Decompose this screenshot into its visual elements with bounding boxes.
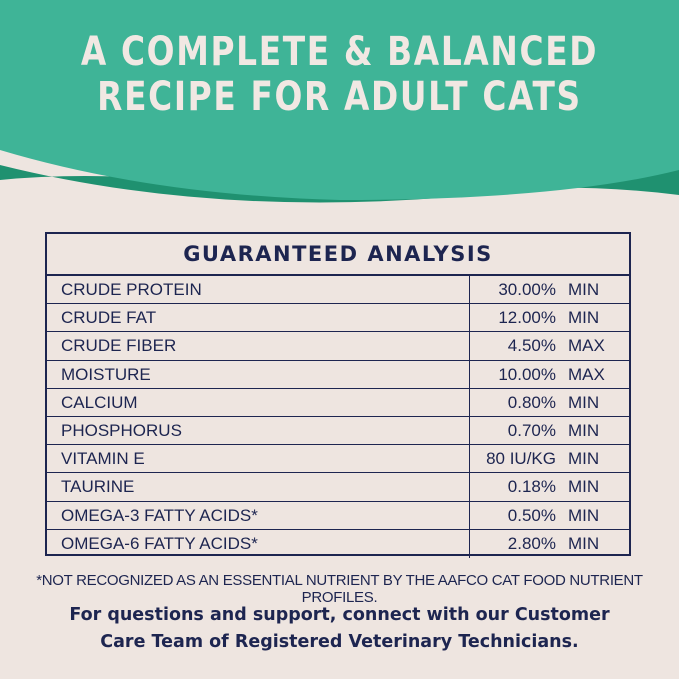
nutrient-name: TAURINE [47, 473, 470, 501]
table-row: MOISTURE 10.00% MAX [47, 360, 629, 389]
support-line-1: For questions and support, connect with … [69, 605, 610, 625]
table-row: CALCIUM 0.80% MIN [47, 388, 629, 417]
nutrient-value: 0.70% [507, 420, 556, 440]
nutrient-name: MOISTURE [47, 360, 470, 388]
nutrient-value: 0.18% [507, 477, 556, 497]
nutrient-unit: MIN [568, 280, 600, 299]
nutrient-unit: MIN [568, 449, 600, 469]
nutrient-name: CRUDE FIBER [47, 332, 470, 360]
footnote: *NOT RECOGNIZED AS AN ESSENTIAL NUTRIENT… [36, 572, 643, 606]
nutrient-name: CRUDE FAT [47, 304, 470, 332]
headline-line-1: A COMPLETE & BALANCED [80, 29, 599, 75]
table-row: CRUDE PROTEIN 30.00% MIN [47, 276, 629, 305]
nutrient-name: OMEGA-3 FATTY ACIDS* [47, 501, 470, 529]
nutrient-value: 12.00% [498, 308, 556, 328]
table-row: PHOSPHORUS 0.70% MIN [47, 416, 629, 446]
table-row: OMEGA-3 FATTY ACIDS* 0.50% MIN [47, 501, 629, 530]
nutrient-name: VITAMIN E [47, 445, 470, 473]
guaranteed-analysis-table: GUARANTEED ANALYSIS CRUDE PROTEIN 30.00% M… [45, 232, 631, 558]
table-row: CRUDE FAT 12.00% MIN [47, 304, 629, 333]
support-text: For questions and support, connect with … [0, 602, 679, 656]
table-row: TAURINE 0.18% MIN [47, 473, 629, 502]
nutrient-unit: MIN [568, 477, 600, 497]
nutrient-name: CALCIUM [47, 388, 470, 416]
nutrient-value: 80 IU/KG [486, 449, 556, 469]
nutrient-unit: MIN [568, 505, 600, 525]
headline: A COMPLETE & BALANCED RECIPE FOR ADULT C… [61, 30, 618, 120]
nutrient-value: 0.50% [507, 505, 556, 525]
nutrient-name: OMEGA-6 FATTY ACIDS* [47, 529, 470, 558]
nutrient-value: 2.80% [507, 533, 556, 553]
nutrient-unit: MAX [568, 364, 605, 384]
nutrient-name: CRUDE PROTEIN [47, 276, 470, 304]
nutrient-unit: MIN [568, 308, 600, 328]
teal-banner-stroke [0, 165, 679, 203]
nutrient-name: PHOSPHORUS [47, 416, 470, 445]
nutrient-unit: MIN [568, 533, 600, 553]
nutrient-value: 10.00% [498, 364, 556, 384]
nutrient-value: 4.50% [507, 336, 556, 356]
headline-line-2: RECIPE FOR ADULT CATS [97, 74, 582, 120]
nutrient-unit: MIN [568, 420, 600, 440]
table-title: GUARANTEED ANALYSIS [47, 234, 629, 276]
nutrient-unit: MAX [568, 336, 605, 356]
support-line-2: Care Team of Registered Veterinary Techn… [100, 632, 579, 652]
nutrient-unit: MIN [568, 392, 600, 412]
table-row: OMEGA-6 FATTY ACIDS* 2.80% MIN [47, 529, 629, 558]
nutrient-value: 0.80% [507, 392, 556, 412]
nutrient-value: 30.00% [498, 280, 556, 299]
teal-banner [0, 0, 679, 200]
table-row: CRUDE FIBER 4.50% MAX [47, 332, 629, 361]
table-row: VITAMIN E 80 IU/KG MIN [47, 445, 629, 474]
